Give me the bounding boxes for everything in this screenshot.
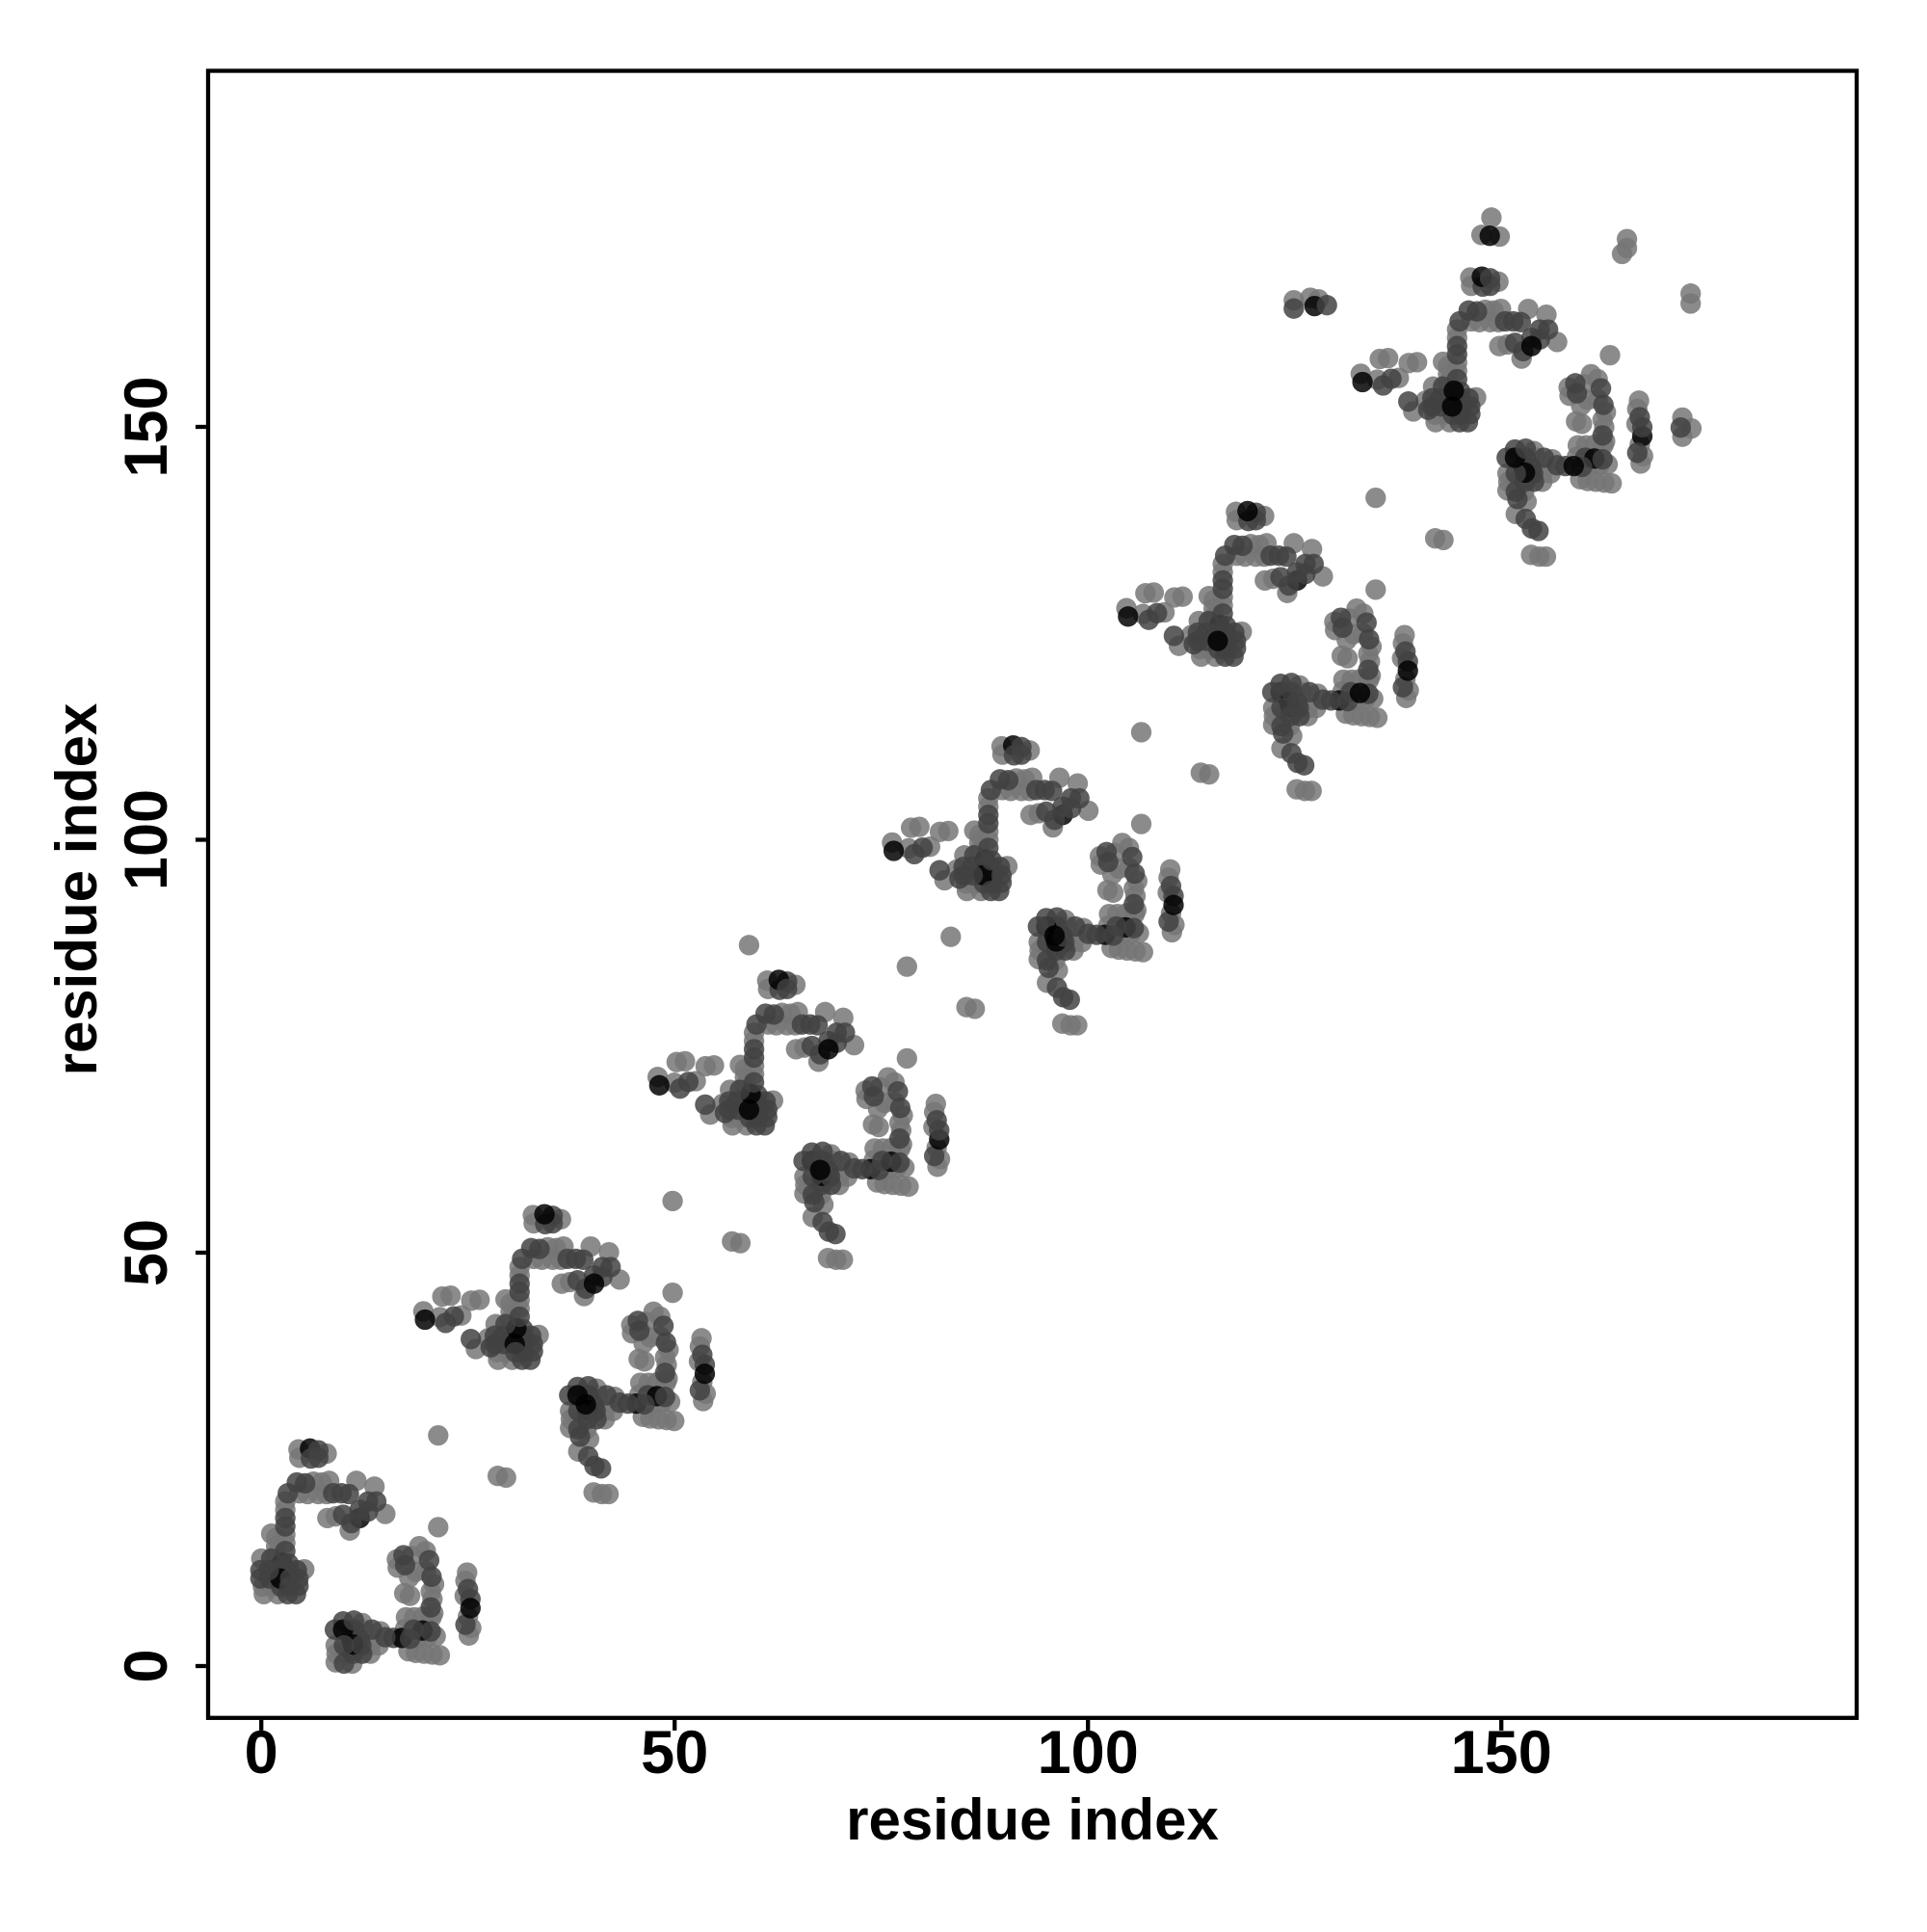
svg-text:residue index: residue index [846, 1787, 1219, 1852]
svg-text:100: 100 [113, 789, 180, 890]
svg-text:100: 100 [1038, 1719, 1139, 1786]
svg-text:50: 50 [641, 1719, 708, 1786]
svg-text:0: 0 [245, 1719, 278, 1786]
svg-text:150: 150 [113, 376, 180, 477]
svg-text:50: 50 [113, 1219, 180, 1286]
svg-text:residue index: residue index [44, 703, 109, 1076]
svg-text:150: 150 [1451, 1719, 1552, 1786]
svg-text:0: 0 [113, 1649, 180, 1682]
